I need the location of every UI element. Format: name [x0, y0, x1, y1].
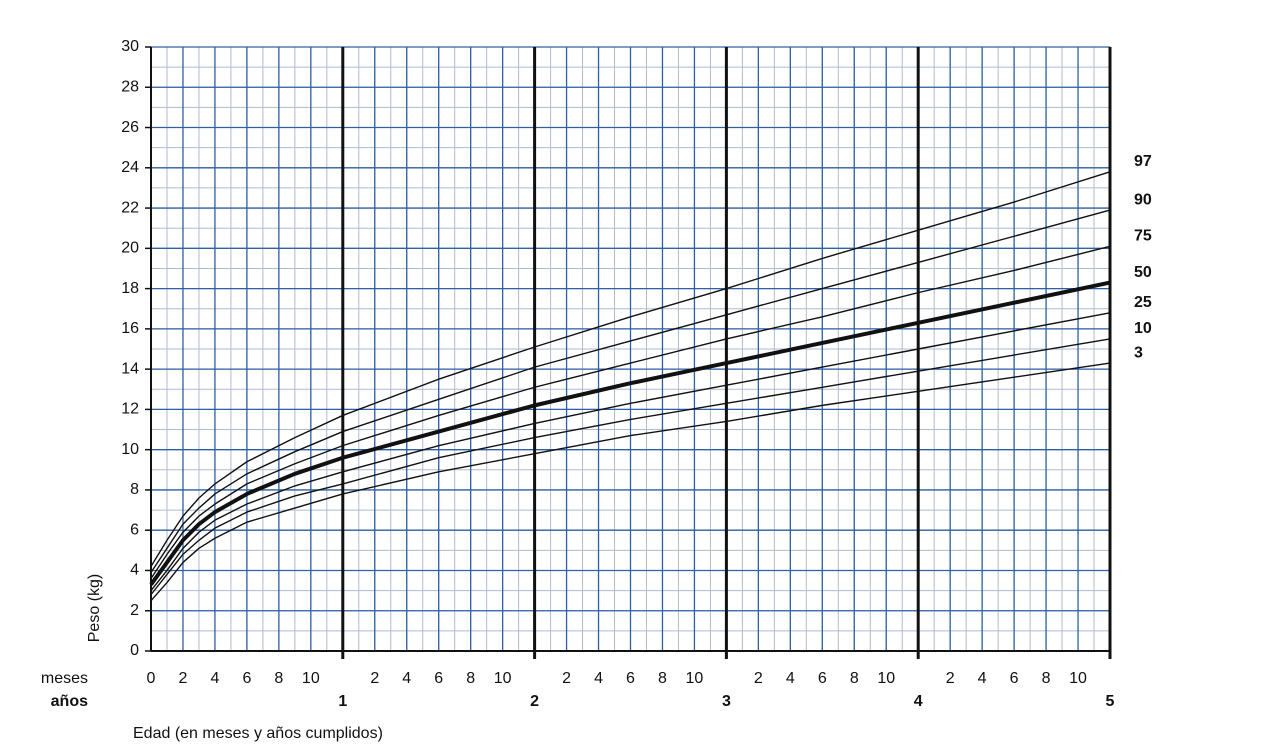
x-tick-label: 8 — [466, 670, 475, 687]
percentile-line — [150, 312, 1111, 592]
x-tick-label: 10 — [1069, 670, 1087, 687]
x-tick-label: 2 — [179, 670, 188, 687]
x-tick-label: 10 — [494, 670, 512, 687]
y-tick-label: 4 — [130, 562, 139, 579]
x-tick-label: 4 — [594, 670, 603, 687]
x-tick-label: 8 — [850, 670, 859, 687]
series-label: 50 — [1134, 264, 1152, 281]
y-tick-label: 26 — [121, 119, 139, 136]
x-tick-label: 2 — [562, 670, 571, 687]
x-tick-label: 8 — [658, 670, 667, 687]
x-tick-label: 2 — [754, 670, 763, 687]
x-tick-label: 0 — [147, 670, 156, 687]
x-tick-label: 4 — [978, 670, 987, 687]
percentile-line — [150, 245, 1111, 579]
x-tick-label: 6 — [434, 670, 443, 687]
y-tick-label: 12 — [121, 401, 139, 418]
x-tick-label: 8 — [274, 670, 283, 687]
year-tick-label: 5 — [1106, 693, 1115, 710]
y-tick-label: 10 — [121, 441, 139, 458]
x-tick-label: 4 — [210, 670, 219, 687]
year-tick-label: 3 — [722, 693, 731, 710]
year-tick-label: 4 — [914, 693, 923, 710]
y-tick-label: 20 — [121, 240, 139, 257]
x-tick-label: 10 — [877, 670, 895, 687]
year-row-label: años — [51, 693, 88, 710]
y-tick-label: 8 — [130, 481, 139, 498]
x-tick-label: 4 — [786, 670, 795, 687]
percentile-line — [149, 280, 1111, 586]
y-tick-label: 18 — [121, 280, 139, 297]
percentile-line — [150, 171, 1111, 567]
x-tick-label: 6 — [1010, 670, 1019, 687]
percentile-line — [150, 362, 1111, 602]
x-tick-label: 6 — [626, 670, 635, 687]
percentile-line — [150, 209, 1111, 573]
x-tick-label: 4 — [402, 670, 411, 687]
y-tick-label: 0 — [130, 642, 139, 659]
series-label: 3 — [1134, 344, 1143, 361]
x-axis-label: Edad (en meses y años cumplidos) — [133, 725, 383, 742]
y-tick-label: 28 — [121, 78, 139, 95]
x-tick-label: 2 — [370, 670, 379, 687]
series-label: 90 — [1134, 191, 1152, 208]
series-label: 25 — [1134, 294, 1152, 311]
y-tick-label: 30 — [121, 38, 139, 55]
series-label: 97 — [1134, 153, 1152, 170]
month-row-label: meses — [41, 670, 88, 687]
year-tick-label: 1 — [338, 693, 347, 710]
percentile-line — [150, 338, 1111, 596]
x-tick-label: 6 — [242, 670, 251, 687]
y-tick-label: 14 — [121, 360, 139, 377]
series-label: 75 — [1134, 228, 1152, 245]
x-tick-label: 10 — [302, 670, 320, 687]
y-tick-label: 16 — [121, 320, 139, 337]
x-tick-label: 6 — [818, 670, 827, 687]
y-axis-label: Peso (kg) — [86, 574, 103, 642]
grid — [150, 46, 1111, 652]
x-tick-label: 10 — [686, 670, 704, 687]
y-tick-label: 2 — [130, 602, 139, 619]
y-tick-label: 24 — [121, 159, 139, 176]
x-tick-label: 8 — [1042, 670, 1051, 687]
year-tick-label: 2 — [530, 693, 539, 710]
y-tick-label: 22 — [121, 199, 139, 216]
series-label: 10 — [1134, 320, 1152, 337]
y-tick-label: 6 — [130, 521, 139, 538]
x-tick-label: 2 — [946, 670, 955, 687]
